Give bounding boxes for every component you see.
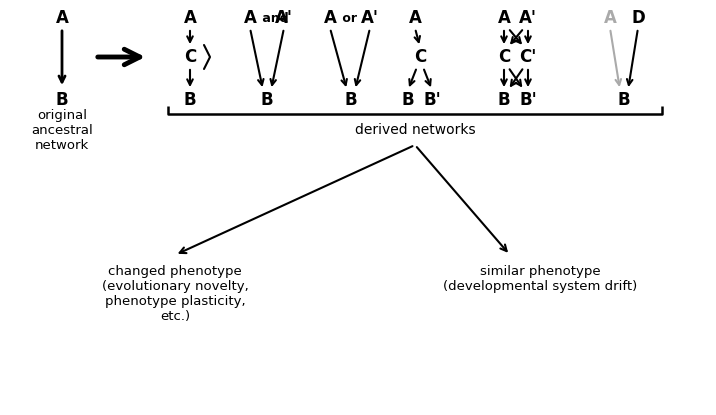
Text: B': B' [423,91,441,109]
Text: changed phenotype
(evolutionary novelty,
phenotype plasticity,
etc.): changed phenotype (evolutionary novelty,… [102,265,248,323]
Text: C: C [184,48,196,66]
Text: D: D [631,9,645,27]
Text: B: B [344,91,357,109]
Text: A: A [183,9,196,27]
Text: A: A [56,9,69,27]
Text: A': A' [361,9,379,27]
Text: derived networks: derived networks [354,123,475,137]
Text: B: B [402,91,415,109]
Text: A: A [243,9,256,27]
Text: A: A [409,9,422,27]
Text: similar phenotype
(developmental system drift): similar phenotype (developmental system … [443,265,637,293]
Text: B: B [498,91,511,109]
Text: A: A [498,9,511,27]
Text: or: or [338,12,362,24]
Text: A: A [324,9,337,27]
Text: B': B' [519,91,537,109]
Text: A': A' [519,9,537,27]
Text: B: B [56,91,68,109]
Text: and: and [258,12,293,24]
Text: original
ancestral
network: original ancestral network [31,108,93,151]
Text: C: C [414,48,426,66]
Text: A: A [604,9,616,27]
Text: B: B [618,91,630,109]
Text: B: B [261,91,274,109]
Text: C': C' [519,48,537,66]
Text: A': A' [275,9,293,27]
Text: C: C [498,48,510,66]
Text: B: B [184,91,196,109]
